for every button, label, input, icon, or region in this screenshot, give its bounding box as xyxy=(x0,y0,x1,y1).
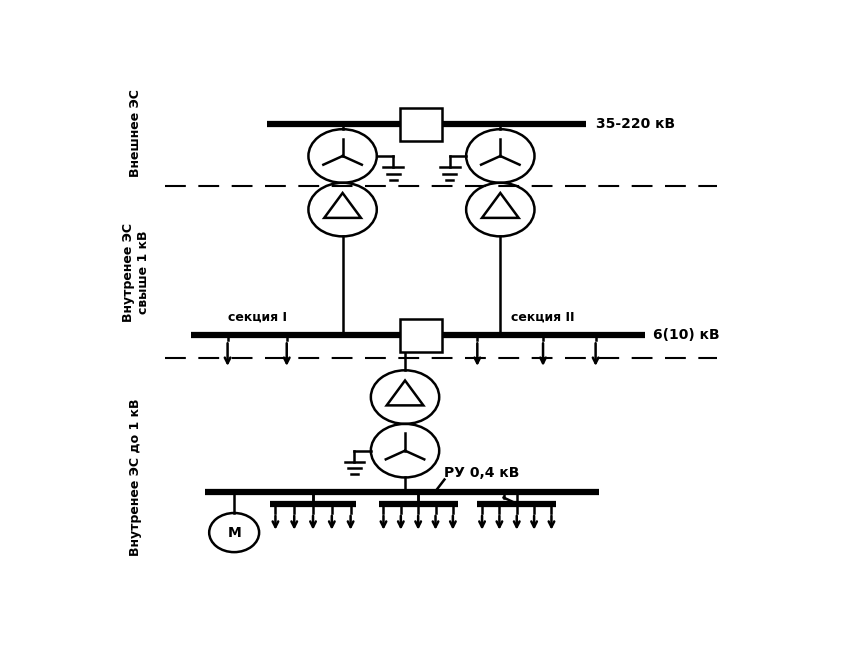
Text: секция I: секция I xyxy=(227,311,287,324)
Text: Внешнее ЭС: Внешнее ЭС xyxy=(129,89,142,177)
Text: Внутренее ЭС
свыше 1 кВ: Внутренее ЭС свыше 1 кВ xyxy=(121,223,149,322)
Text: секция II: секция II xyxy=(511,311,575,324)
Text: 35-220 кВ: 35-220 кВ xyxy=(595,117,675,131)
Bar xyxy=(400,108,443,140)
Text: 6(10) кВ: 6(10) кВ xyxy=(653,328,719,343)
Bar xyxy=(400,319,443,352)
Text: М: М xyxy=(227,526,241,540)
Text: РУ 0,4 кВ: РУ 0,4 кВ xyxy=(444,466,520,480)
Text: Внутренее ЭС до 1 кВ: Внутренее ЭС до 1 кВ xyxy=(129,398,142,556)
